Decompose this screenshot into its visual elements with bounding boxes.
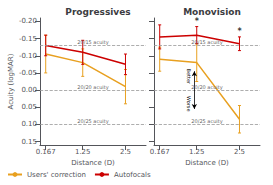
svg-text:-0.05: -0.05 xyxy=(19,69,37,77)
svg-text:Better: Better xyxy=(186,69,192,86)
svg-text:2.5: 2.5 xyxy=(120,148,131,156)
svg-text:20/25 acuity: 20/25 acuity xyxy=(77,118,108,125)
svg-text:Autofocals: Autofocals xyxy=(114,171,151,179)
svg-text:*: * xyxy=(237,27,242,36)
svg-text:0.00: 0.00 xyxy=(21,86,37,94)
svg-text:Monovision: Monovision xyxy=(183,7,241,17)
svg-text:Users' correction: Users' correction xyxy=(27,171,86,179)
svg-text:0.167: 0.167 xyxy=(36,148,56,156)
svg-text:0.15: 0.15 xyxy=(21,138,37,146)
svg-text:20/20 acuity: 20/20 acuity xyxy=(191,84,222,91)
svg-text:1.25: 1.25 xyxy=(75,148,91,156)
svg-text:0.05: 0.05 xyxy=(21,103,37,111)
svg-text:20/20 acuity: 20/20 acuity xyxy=(77,84,108,91)
svg-text:1.25: 1.25 xyxy=(189,148,205,156)
svg-text:*: * xyxy=(195,17,200,26)
svg-text:-0.10: -0.10 xyxy=(19,52,37,60)
svg-text:-0.20: -0.20 xyxy=(19,17,37,25)
svg-text:20/15 acuity: 20/15 acuity xyxy=(191,39,222,46)
svg-text:0.167: 0.167 xyxy=(150,148,170,156)
svg-text:2.5: 2.5 xyxy=(234,148,245,156)
svg-text:20/15 acuity: 20/15 acuity xyxy=(77,39,108,46)
svg-text:Distance (D): Distance (D) xyxy=(71,159,115,167)
svg-text:Worse: Worse xyxy=(186,96,192,111)
svg-text:Progressives: Progressives xyxy=(65,7,130,17)
svg-text:Acuity (logMAR): Acuity (logMAR) xyxy=(7,53,15,109)
svg-text:Distance (D): Distance (D) xyxy=(185,159,229,167)
svg-text:20/25 acuity: 20/25 acuity xyxy=(191,118,222,125)
svg-text:-0.15: -0.15 xyxy=(19,35,37,43)
svg-text:0.10: 0.10 xyxy=(21,120,37,128)
